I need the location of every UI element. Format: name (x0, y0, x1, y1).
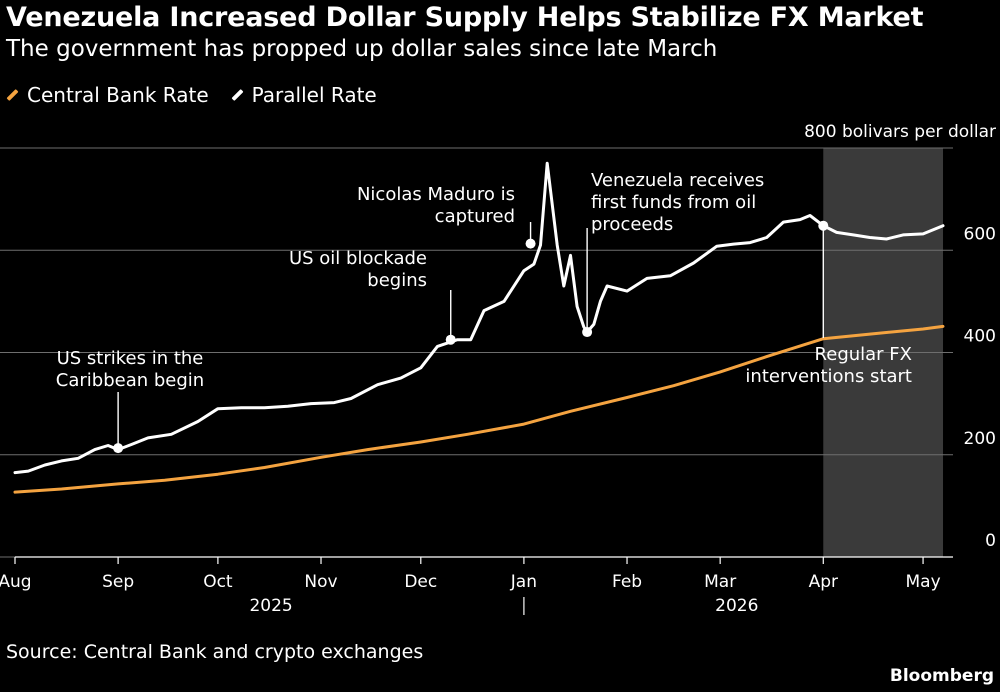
annotation-marker (818, 220, 829, 231)
y-tick-label: 400 (964, 327, 996, 347)
annotation-label: first funds from oil (591, 192, 756, 213)
chart-subtitle: The government has propped up dollar sal… (6, 36, 718, 62)
annotation-label: Regular FX (815, 344, 912, 365)
x-tick-label: Mar (704, 572, 736, 592)
x-tick-label: Sep (102, 572, 134, 592)
annotation-label: proceeds (591, 214, 673, 235)
annotation-label: interventions start (745, 366, 912, 387)
annotation-label: Caribbean begin (56, 370, 204, 391)
y-tick-label: 600 (964, 224, 996, 244)
x-tick-label: Aug (0, 572, 32, 592)
annotation-marker (113, 443, 124, 454)
x-tick-label: Nov (304, 572, 337, 592)
legend: Central Bank Rate Parallel Rate (6, 82, 377, 108)
x-tick-label: Feb (612, 572, 642, 592)
annotation-label: US oil blockade (289, 248, 427, 269)
legend-item-parallel: Parallel Rate (231, 83, 377, 107)
annotation-label: Venezuela receives (591, 170, 764, 191)
source-note: Source: Central Bank and crypto exchange… (6, 641, 424, 663)
chart-title: Venezuela Increased Dollar Supply Helps … (6, 2, 924, 33)
legend-item-central-bank: Central Bank Rate (6, 83, 209, 107)
series-line-central-bank (13, 324, 945, 494)
annotation-label: begins (367, 270, 427, 291)
x-year-label: 2026 (715, 596, 758, 616)
y-tick-label: 0 (985, 531, 996, 551)
y-tick-label: 200 (964, 429, 996, 449)
bloomberg-logo: Bloomberg (889, 666, 994, 686)
y-unit-label: 800 bolivars per dollar (804, 122, 996, 142)
annotation-marker (445, 334, 456, 345)
annotation-label: captured (435, 206, 515, 227)
x-tick-label: Apr (809, 572, 838, 592)
x-tick-label: Dec (404, 572, 437, 592)
legend-label-parallel: Parallel Rate (251, 83, 377, 107)
annotation-marker (582, 327, 593, 338)
x-year-label: 2025 (249, 596, 292, 616)
annotation-marker (525, 238, 536, 249)
series-line-parallel (13, 161, 945, 475)
x-tick-label: Jan (510, 572, 537, 592)
x-tick-label: May (905, 572, 940, 592)
annotation-label: US strikes in the (57, 348, 204, 369)
annotation-label: Nicolas Maduro is (357, 184, 515, 205)
x-tick-label: Oct (203, 572, 233, 592)
legend-label-central-bank: Central Bank Rate (27, 83, 209, 107)
